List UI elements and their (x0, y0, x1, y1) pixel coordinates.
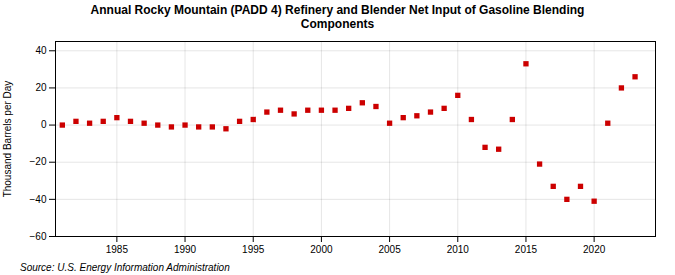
svg-text:2010: 2010 (447, 244, 470, 255)
svg-text:1995: 1995 (242, 244, 265, 255)
svg-text:−40: −40 (30, 194, 47, 205)
html-text:Source: U.S. Energy Informatio: Source: U.S. Energy Information Administ… (20, 262, 230, 273)
svg-text:2005: 2005 (378, 244, 401, 255)
svg-text:2020: 2020 (583, 244, 606, 255)
svg-text:0: 0 (41, 119, 47, 130)
svg-text:20: 20 (35, 82, 47, 93)
svg-text:1985: 1985 (106, 244, 129, 255)
svg-text:1990: 1990 (174, 244, 197, 255)
svg-text:2015: 2015 (515, 244, 538, 255)
svg-text:40: 40 (35, 45, 47, 56)
svg-text:−20: −20 (30, 156, 47, 167)
svg-text:Thousand Barrels per Day: Thousand Barrels per Day (2, 81, 13, 198)
svg-text:−60: −60 (30, 231, 47, 242)
html-text:Annual Rocky Mountain (PADD 4): Annual Rocky Mountain (PADD 4) Refinery … (90, 3, 585, 31)
svg-text:2000: 2000 (310, 244, 333, 255)
